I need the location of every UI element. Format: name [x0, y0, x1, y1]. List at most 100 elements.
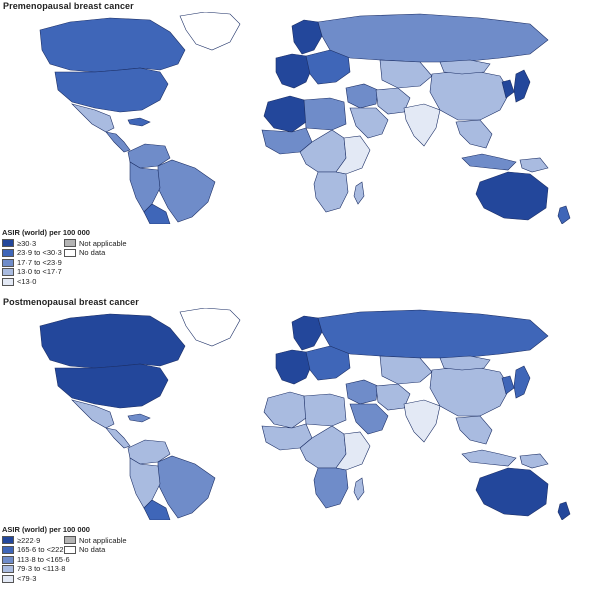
- region-greenland: [179, 12, 241, 51]
- legend-title: ASIR (world) per 100 000: [2, 525, 90, 534]
- legend-class-1: 23·9 to <30·3: [2, 248, 62, 258]
- legend-label: <79·3: [17, 573, 37, 583]
- region-china: [429, 69, 511, 121]
- region-north-africa-west: [263, 95, 307, 133]
- region-new-zealand: [557, 205, 571, 224]
- region-east-africa: [335, 431, 371, 471]
- legend-swatch: [2, 268, 14, 277]
- region-southeast-asia: [455, 119, 493, 149]
- legend-swatch: [2, 574, 14, 583]
- legend-label: 17·7 to <23·9: [17, 257, 62, 267]
- region-papua: [519, 453, 549, 469]
- region-southern-africa: [313, 171, 349, 213]
- region-usa: [54, 363, 169, 409]
- legend-title: ASIR (world) per 100 000: [2, 228, 90, 237]
- legend-class-0: ≥222·9: [2, 536, 40, 546]
- legend-extra-1: No data: [64, 248, 105, 258]
- region-japan: [513, 69, 531, 103]
- region-madagascar: [353, 477, 365, 501]
- legend-label: 23·9 to <30·3: [17, 248, 62, 258]
- legend-label: 165·6 to <222·9: [17, 545, 71, 555]
- legend-class-3: 79·3 to <113·8: [2, 564, 65, 574]
- region-greenland: [179, 308, 241, 347]
- region-usa: [54, 67, 169, 113]
- legend-swatch: [2, 565, 14, 574]
- legend-swatch: [2, 555, 14, 564]
- map-title: Postmenopausal breast cancer: [3, 297, 139, 307]
- region-southern-cone: [143, 499, 171, 520]
- region-mongolia: [439, 59, 491, 75]
- region-papua: [519, 157, 549, 173]
- legend-class-4: <13·0: [2, 277, 36, 287]
- legend-swatch: [64, 545, 76, 554]
- legend-extra-1: No data: [64, 545, 105, 555]
- region-north-africa-east: [303, 97, 347, 131]
- region-central-america: [105, 427, 131, 449]
- legend-body: ≥222·9 165·6 to <222·9 113·8 to <165·6 79·3…: [2, 536, 142, 586]
- legend-swatch: [2, 277, 14, 286]
- region-central-asia: [379, 355, 433, 385]
- region-scandinavia: [291, 19, 323, 55]
- region-central-america: [105, 131, 131, 153]
- legend-label: No data: [79, 248, 106, 258]
- region-japan: [513, 365, 531, 399]
- region-caribbean: [127, 117, 151, 127]
- legend-swatch: [64, 536, 76, 545]
- region-east-africa: [335, 135, 371, 175]
- region-mexico: [71, 399, 115, 429]
- map-title: Premenopausal breast cancer: [3, 1, 134, 11]
- region-southern-africa: [313, 467, 349, 509]
- legend-swatch: [64, 248, 76, 257]
- region-caribbean: [127, 413, 151, 423]
- legend-extra-0: Not applicable: [64, 239, 127, 249]
- legend-swatch: [2, 536, 14, 545]
- map-legend: ASIR (world) per 100 000 ≥30·3 23·9 to <3…: [2, 228, 142, 289]
- region-arabia: [349, 107, 389, 139]
- region-madagascar: [353, 181, 365, 205]
- legend-extra-0: Not applicable: [64, 536, 127, 546]
- region-south-asia: [403, 399, 441, 443]
- legend-swatch: [64, 239, 76, 248]
- region-southern-cone: [143, 203, 171, 224]
- region-brazil: [157, 159, 216, 223]
- legend-label: 113·8 to <165·6: [17, 554, 70, 564]
- region-brazil: [157, 455, 216, 519]
- region-scandinavia: [291, 315, 323, 351]
- legend-class-0: ≥30·3: [2, 239, 36, 249]
- legend-label: ≥30·3: [17, 238, 37, 248]
- region-north-africa-east: [303, 393, 347, 427]
- legend-class-2: 17·7 to <23·9: [2, 258, 62, 268]
- region-mexico: [71, 103, 115, 133]
- legend-label: No data: [79, 545, 106, 555]
- region-western-europe: [275, 53, 313, 89]
- legend-class-1: 165·6 to <222·9: [2, 545, 70, 555]
- legend-body: ≥30·3 23·9 to <30·3 17·7 to <23·9 13·0 to <…: [2, 239, 142, 289]
- legend-class-3: 13·0 to <17·7: [2, 267, 62, 277]
- region-australia: [475, 171, 549, 221]
- world-map: [39, 308, 571, 520]
- legend-swatch: [2, 239, 14, 248]
- region-korea: [501, 375, 515, 395]
- map-legend: ASIR (world) per 100 000 ≥222·9 165·6 to …: [2, 525, 142, 586]
- region-andes: [129, 457, 161, 509]
- region-middle-east: [345, 379, 379, 405]
- legend-label: <13·0: [17, 276, 37, 286]
- region-new-zealand: [557, 501, 571, 520]
- legend-swatch: [2, 258, 14, 267]
- legend-label: Not applicable: [79, 535, 127, 545]
- region-indonesia: [461, 449, 517, 467]
- region-andes: [129, 161, 161, 213]
- region-middle-east: [345, 83, 379, 109]
- legend-label: 79·3 to <113·8: [17, 564, 66, 574]
- region-indonesia: [461, 153, 517, 171]
- region-arabia: [349, 403, 389, 435]
- region-russia: [317, 13, 549, 63]
- region-canada: [39, 17, 186, 73]
- world-map: [39, 12, 571, 224]
- region-china: [429, 365, 511, 417]
- region-korea: [501, 79, 515, 99]
- region-north-africa-west: [263, 391, 307, 429]
- postmenopausal-map-panel: Postmenopausal breast cancer ASIR (world…: [0, 296, 600, 591]
- legend-label: ≥222·9: [17, 535, 41, 545]
- region-south-asia: [403, 103, 441, 147]
